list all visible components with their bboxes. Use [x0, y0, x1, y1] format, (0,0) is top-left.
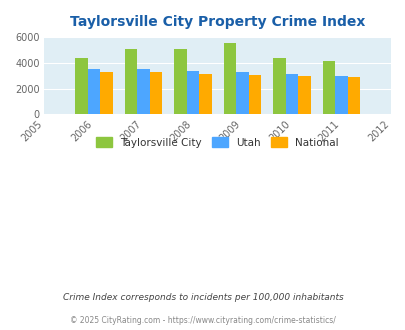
Bar: [347, 77, 359, 115]
Title: Taylorsville City Property Crime Index: Taylorsville City Property Crime Index: [70, 15, 365, 29]
Bar: [149, 72, 162, 115]
Bar: [224, 43, 236, 115]
Bar: [285, 74, 297, 115]
Bar: [125, 50, 137, 115]
Bar: [100, 72, 112, 115]
Bar: [137, 69, 149, 115]
Bar: [322, 61, 335, 115]
Bar: [174, 50, 186, 115]
Bar: [273, 58, 285, 115]
Legend: Taylorsville City, Utah, National: Taylorsville City, Utah, National: [92, 133, 342, 152]
Bar: [297, 76, 310, 115]
Bar: [199, 74, 211, 115]
Text: Crime Index corresponds to incidents per 100,000 inhabitants: Crime Index corresponds to incidents per…: [62, 293, 343, 302]
Bar: [248, 75, 260, 115]
Bar: [75, 58, 87, 115]
Bar: [87, 69, 100, 115]
Text: © 2025 CityRating.com - https://www.cityrating.com/crime-statistics/: © 2025 CityRating.com - https://www.city…: [70, 316, 335, 325]
Bar: [186, 71, 199, 115]
Bar: [335, 76, 347, 115]
Bar: [236, 72, 248, 115]
